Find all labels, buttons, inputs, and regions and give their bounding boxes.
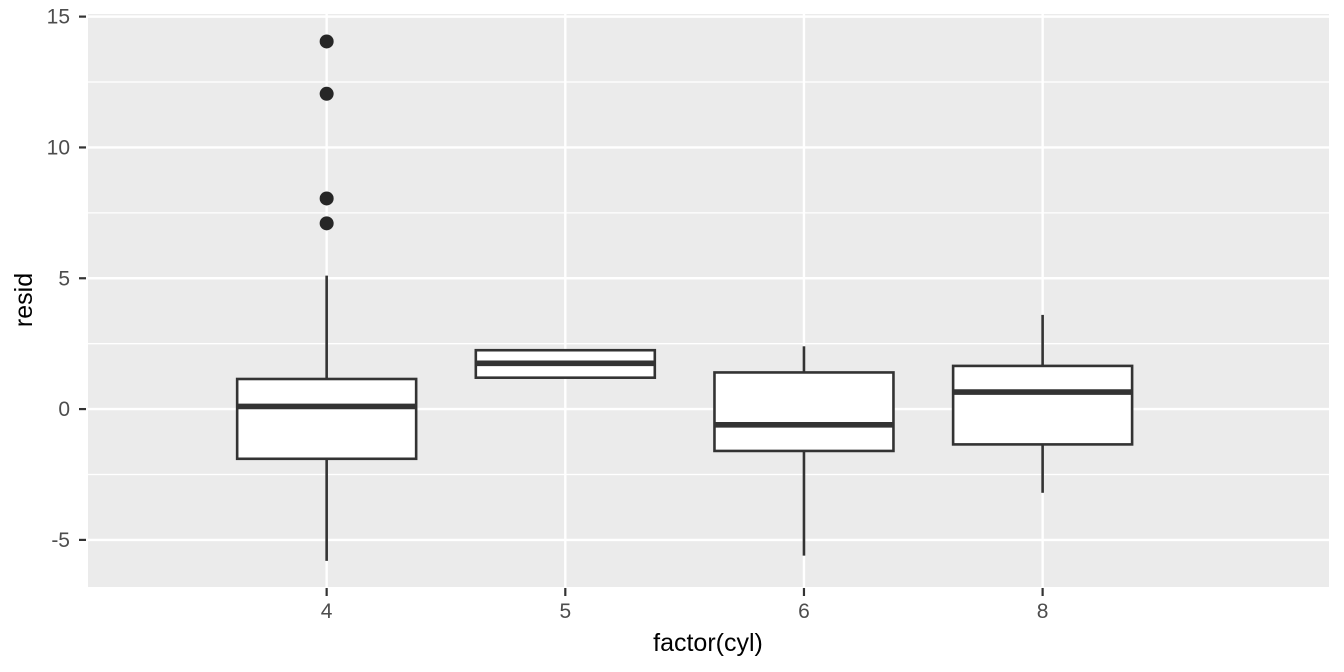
- outlier-point: [319, 191, 334, 206]
- y-tick-label: 5: [58, 267, 70, 290]
- plot-panel: [88, 14, 1329, 587]
- outlier-point: [319, 34, 334, 49]
- x-tick-label: 6: [798, 600, 810, 623]
- box: [713, 371, 895, 453]
- y-tick-label: 10: [47, 136, 70, 159]
- y-axis-title: resid: [10, 273, 38, 327]
- boxplot-cyl-8: [951, 314, 1134, 493]
- boxplot-cyl-6: [713, 346, 895, 556]
- box: [235, 377, 418, 461]
- chart-render-root: -5 0 5 10 15 4 5 6 8: [47, 6, 1329, 623]
- outlier-point: [319, 86, 334, 101]
- outlier-point: [319, 216, 334, 231]
- boxplot-cyl-4: [235, 34, 418, 561]
- y-tick-label: -5: [51, 529, 70, 552]
- y-tick-label: 15: [47, 6, 70, 29]
- y-tick-label: 0: [58, 398, 70, 421]
- x-axis-title: factor(cyl): [653, 629, 763, 657]
- x-tick-label: 5: [559, 600, 571, 623]
- x-tick-label: 4: [321, 600, 333, 623]
- x-tick-label: 8: [1037, 600, 1049, 623]
- boxplot-cyl-5: [474, 348, 657, 379]
- box: [951, 364, 1134, 446]
